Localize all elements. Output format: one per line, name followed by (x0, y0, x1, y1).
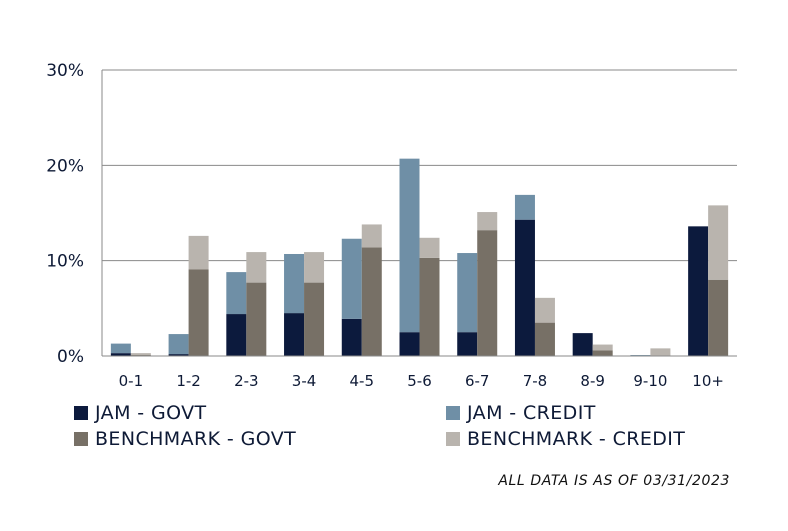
legend-label: JAM - GOVT (95, 402, 207, 424)
x-tick-label: 3-4 (292, 372, 317, 390)
bar-benchmark-govt (708, 279, 729, 356)
legend-swatch (446, 406, 460, 420)
bar-benchmark-credit (419, 237, 440, 258)
bar-benchmark-govt (534, 322, 555, 356)
legend-label: BENCHMARK - CREDIT (467, 428, 686, 450)
x-tick-label: 0-1 (119, 372, 144, 390)
legend-label: JAM - CREDIT (467, 402, 596, 424)
legend-swatch (74, 432, 88, 446)
x-tick-label: 10+ (692, 372, 724, 390)
bar-benchmark-govt (304, 282, 325, 356)
bar-benchmark-govt (188, 269, 209, 356)
legend-item-benchmark-govt: BENCHMARK - GOVT (74, 426, 296, 452)
bar-benchmark-govt (246, 282, 267, 356)
y-tick-label: 10% (46, 252, 84, 272)
bar-chart: 0% 10% 20% 30% 0-1 1-2 2-3 3-4 4-5 5-6 6-7 7-8 8-9 9… (46, 61, 737, 390)
x-tick-label: 7-8 (523, 372, 548, 390)
bar-benchmark-credit (534, 297, 555, 323)
bar-benchmark-govt (361, 247, 382, 356)
bar-jam-credit (226, 272, 247, 315)
bar-jam-govt (514, 219, 535, 356)
bar-jam-govt (688, 226, 709, 356)
legend-item-jam-credit: JAM - CREDIT (446, 400, 596, 426)
x-tick-label: 4-5 (350, 372, 375, 390)
x-tick-label: 1-2 (176, 372, 201, 390)
bar-jam-govt (168, 354, 189, 356)
legend: JAM - GOVT JAM - CREDIT BENCHMARK - GOVT… (74, 400, 754, 460)
bar-jam-govt (110, 353, 131, 356)
bar-benchmark-credit (708, 205, 729, 280)
bar-jam-govt (572, 333, 593, 356)
bar-benchmark-credit (130, 353, 151, 356)
bar-jam-credit (110, 343, 131, 354)
axes (101, 70, 737, 357)
bar-jam-govt (284, 313, 305, 356)
y-tick-label: 20% (46, 156, 84, 176)
y-axis-ticks: 0% 10% 20% 30% (46, 61, 84, 367)
legend-label: BENCHMARK - GOVT (95, 428, 297, 450)
bar-benchmark-govt (592, 350, 613, 356)
bar-benchmark-credit (361, 224, 382, 248)
legend-item-benchmark-credit: BENCHMARK - CREDIT (446, 426, 685, 452)
bar-jam-credit (168, 334, 189, 355)
x-tick-label: 5-6 (407, 372, 432, 390)
x-tick-label: 9-10 (633, 372, 667, 390)
bar-jam-credit (457, 253, 478, 333)
bar-jam-govt (341, 318, 362, 356)
x-tick-label: 2-3 (234, 372, 259, 390)
legend-swatch (74, 406, 88, 420)
legend-swatch (446, 432, 460, 446)
bar-benchmark-govt (419, 257, 440, 356)
bar-jam-credit (284, 253, 305, 314)
bar-jam-govt (399, 332, 420, 356)
bar-jam-govt (226, 314, 247, 356)
legend-item-jam-govt: JAM - GOVT (74, 400, 207, 426)
x-axis-ticks: 0-1 1-2 2-3 3-4 4-5 5-6 6-7 7-8 8-9 9-10 10+ (119, 372, 724, 390)
x-tick-label: 6-7 (465, 372, 490, 390)
y-tick-label: 30% (46, 61, 84, 81)
y-tick-label: 0% (57, 347, 84, 367)
bar-benchmark-credit (477, 212, 498, 231)
bar-benchmark-credit (304, 252, 325, 283)
bar-benchmark-govt (477, 230, 498, 356)
bar-benchmark-credit (246, 252, 267, 283)
bar-benchmark-credit (592, 344, 613, 351)
bar-jam-credit (399, 158, 420, 333)
bar-benchmark-credit (650, 348, 671, 356)
x-tick-label: 8-9 (580, 372, 605, 390)
bar-benchmark-credit (188, 235, 209, 270)
bar-jam-credit (341, 238, 362, 319)
data-date-footnote: ALL DATA IS AS OF 03/31/2023 (498, 473, 730, 489)
bar-jam-credit (514, 194, 535, 220)
bar-jam-govt (457, 332, 478, 356)
bars (110, 158, 729, 356)
